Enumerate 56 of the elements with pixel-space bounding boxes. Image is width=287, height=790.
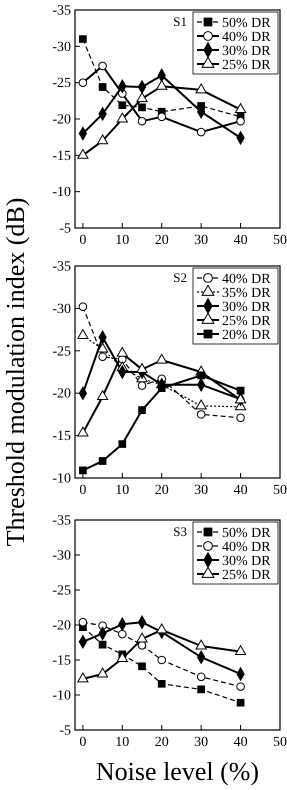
y-tick-label: -20 xyxy=(52,618,71,634)
x-tick-label: 20 xyxy=(154,232,169,248)
x-tick-label: 0 xyxy=(79,232,86,248)
x-tick-label: 10 xyxy=(115,734,130,750)
x-tick-label: 30 xyxy=(194,734,208,750)
y-tick-label: -35 xyxy=(52,513,71,528)
y-tick-label: -15 xyxy=(52,429,71,444)
y-tick-label: -10 xyxy=(52,471,71,486)
y-tick-label: -20 xyxy=(52,112,71,128)
y-tick-label: -10 xyxy=(52,185,71,200)
y-tick-label: -35 xyxy=(52,259,71,274)
x-tick-label: 50 xyxy=(273,232,287,248)
legend-label: 35% DR xyxy=(222,286,272,301)
y-tick-label: -25 xyxy=(52,76,71,92)
annotation: S3 xyxy=(173,524,187,539)
y-tick-label: -30 xyxy=(52,302,71,317)
x-tick-label: 20 xyxy=(154,734,169,750)
x-axis-title: Noise level (%) xyxy=(96,757,260,786)
annotation: S1 xyxy=(173,14,187,29)
y-tick-label: -25 xyxy=(52,583,71,598)
annotation: S2 xyxy=(173,270,187,285)
legend-label: 30% DR xyxy=(222,554,272,569)
legend-label: 40% DR xyxy=(222,540,272,555)
x-tick-label: 0 xyxy=(79,734,86,750)
x-tick-label: 0 xyxy=(79,482,86,498)
legend-label: 50% DR xyxy=(222,16,272,31)
y-tick-label: -25 xyxy=(52,344,71,360)
legend-label: 40% DR xyxy=(222,272,272,287)
x-tick-label: 10 xyxy=(115,482,130,498)
x-tick-label: 20 xyxy=(154,482,169,498)
legend-label: 30% DR xyxy=(222,300,272,315)
y-tick-label: -30 xyxy=(52,40,71,55)
y-tick-label: -5 xyxy=(59,723,71,738)
x-tick-label: 50 xyxy=(273,734,287,750)
y-tick-label: -35 xyxy=(52,3,71,18)
legend-label: 25% DR xyxy=(222,314,272,329)
x-tick-label: 40 xyxy=(234,232,248,248)
legend-label: 30% DR xyxy=(222,44,272,59)
legend-label: 25% DR xyxy=(222,568,272,583)
legend-label: 50% DR xyxy=(222,526,272,541)
y-axis-title: Threshold modulation index (dB) xyxy=(1,198,30,546)
y-tick-label: -10 xyxy=(52,688,71,704)
y-tick-label: -15 xyxy=(52,148,71,164)
legend-label: 25% DR xyxy=(222,58,272,73)
x-tick-label: 10 xyxy=(115,232,130,248)
y-tick-label: -20 xyxy=(52,386,71,402)
y-tick-label: -5 xyxy=(59,221,71,236)
y-tick-label: -30 xyxy=(52,548,71,564)
x-tick-label: 40 xyxy=(234,482,248,498)
x-tick-label: 30 xyxy=(194,482,208,498)
legend-label: 40% DR xyxy=(222,30,272,45)
x-tick-label: 30 xyxy=(194,232,208,248)
legend-label: 20% DR xyxy=(222,328,272,343)
x-tick-label: 50 xyxy=(273,482,287,498)
x-tick-label: 40 xyxy=(234,734,248,750)
y-tick-label: -15 xyxy=(52,653,71,668)
